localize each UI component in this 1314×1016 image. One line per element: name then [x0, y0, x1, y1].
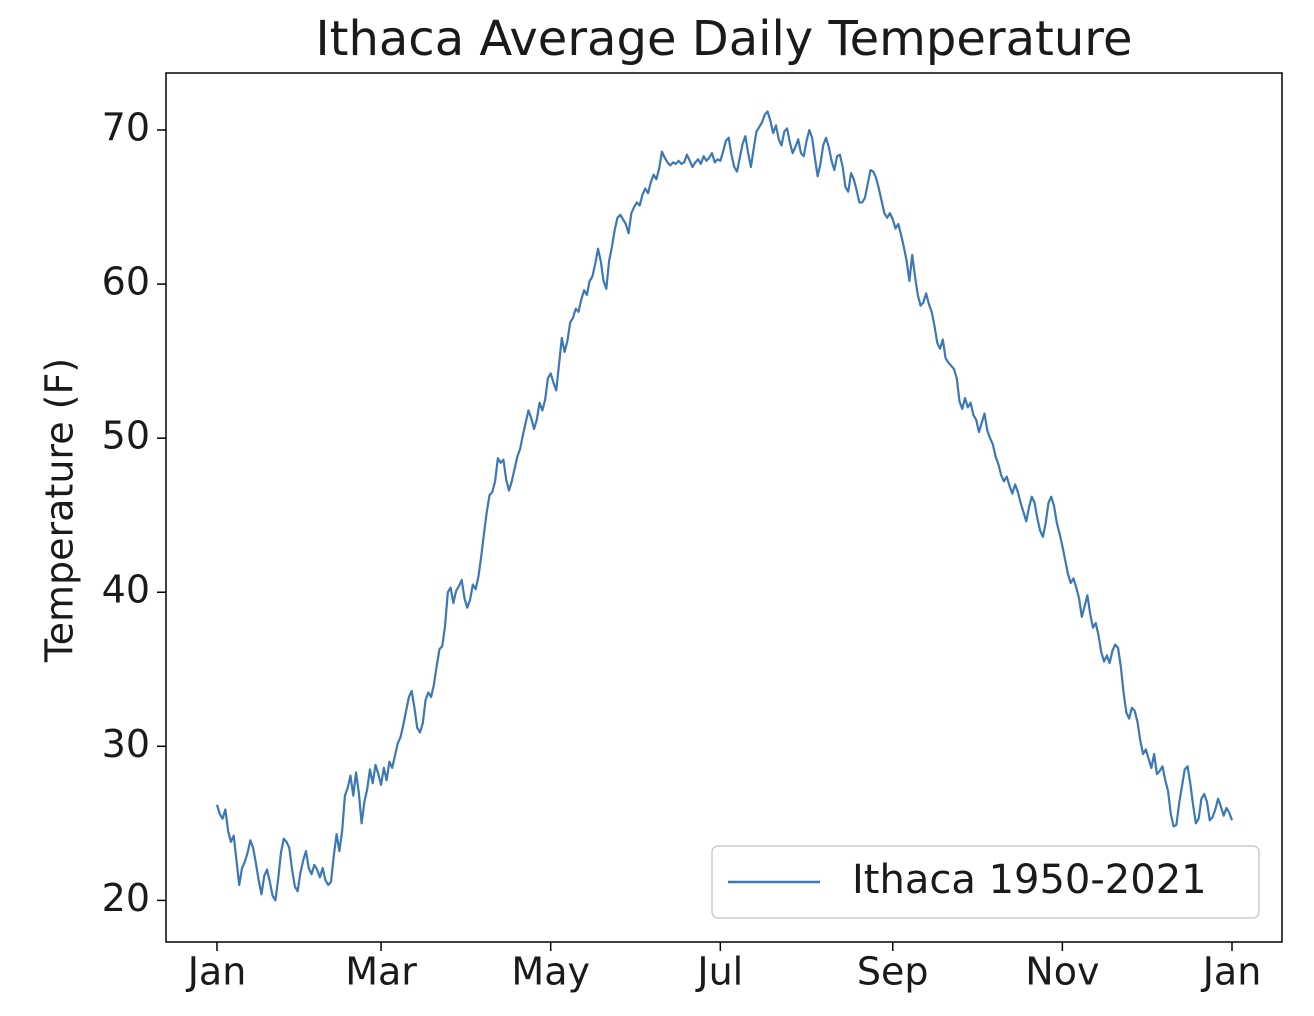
- y-tick-label: 50: [102, 414, 150, 458]
- x-tick-label: Jul: [695, 950, 743, 994]
- legend-box: [711, 845, 1260, 919]
- legend-label: Ithaca 1950-2021: [852, 857, 1207, 903]
- plot-frame: [165, 72, 1283, 943]
- y-tick-label: 20: [102, 876, 150, 920]
- x-tick-label: May: [511, 950, 590, 994]
- x-tick-label: Mar: [345, 950, 417, 994]
- x-tick-label: Nov: [1025, 950, 1099, 994]
- y-tick-label: 30: [102, 722, 150, 766]
- data-line: [215, 110, 1234, 902]
- x-tick-label: Jan: [1201, 950, 1262, 994]
- y-tick-label: 40: [102, 568, 150, 612]
- y-tick-label: 70: [102, 106, 150, 150]
- chart-title: Ithaca Average Daily Temperature: [315, 11, 1132, 67]
- y-axis-label: Temperature (F): [38, 358, 82, 663]
- x-tick-label: Sep: [857, 950, 929, 994]
- y-tick-label: 60: [102, 260, 150, 304]
- x-tick-label: Jan: [186, 950, 247, 994]
